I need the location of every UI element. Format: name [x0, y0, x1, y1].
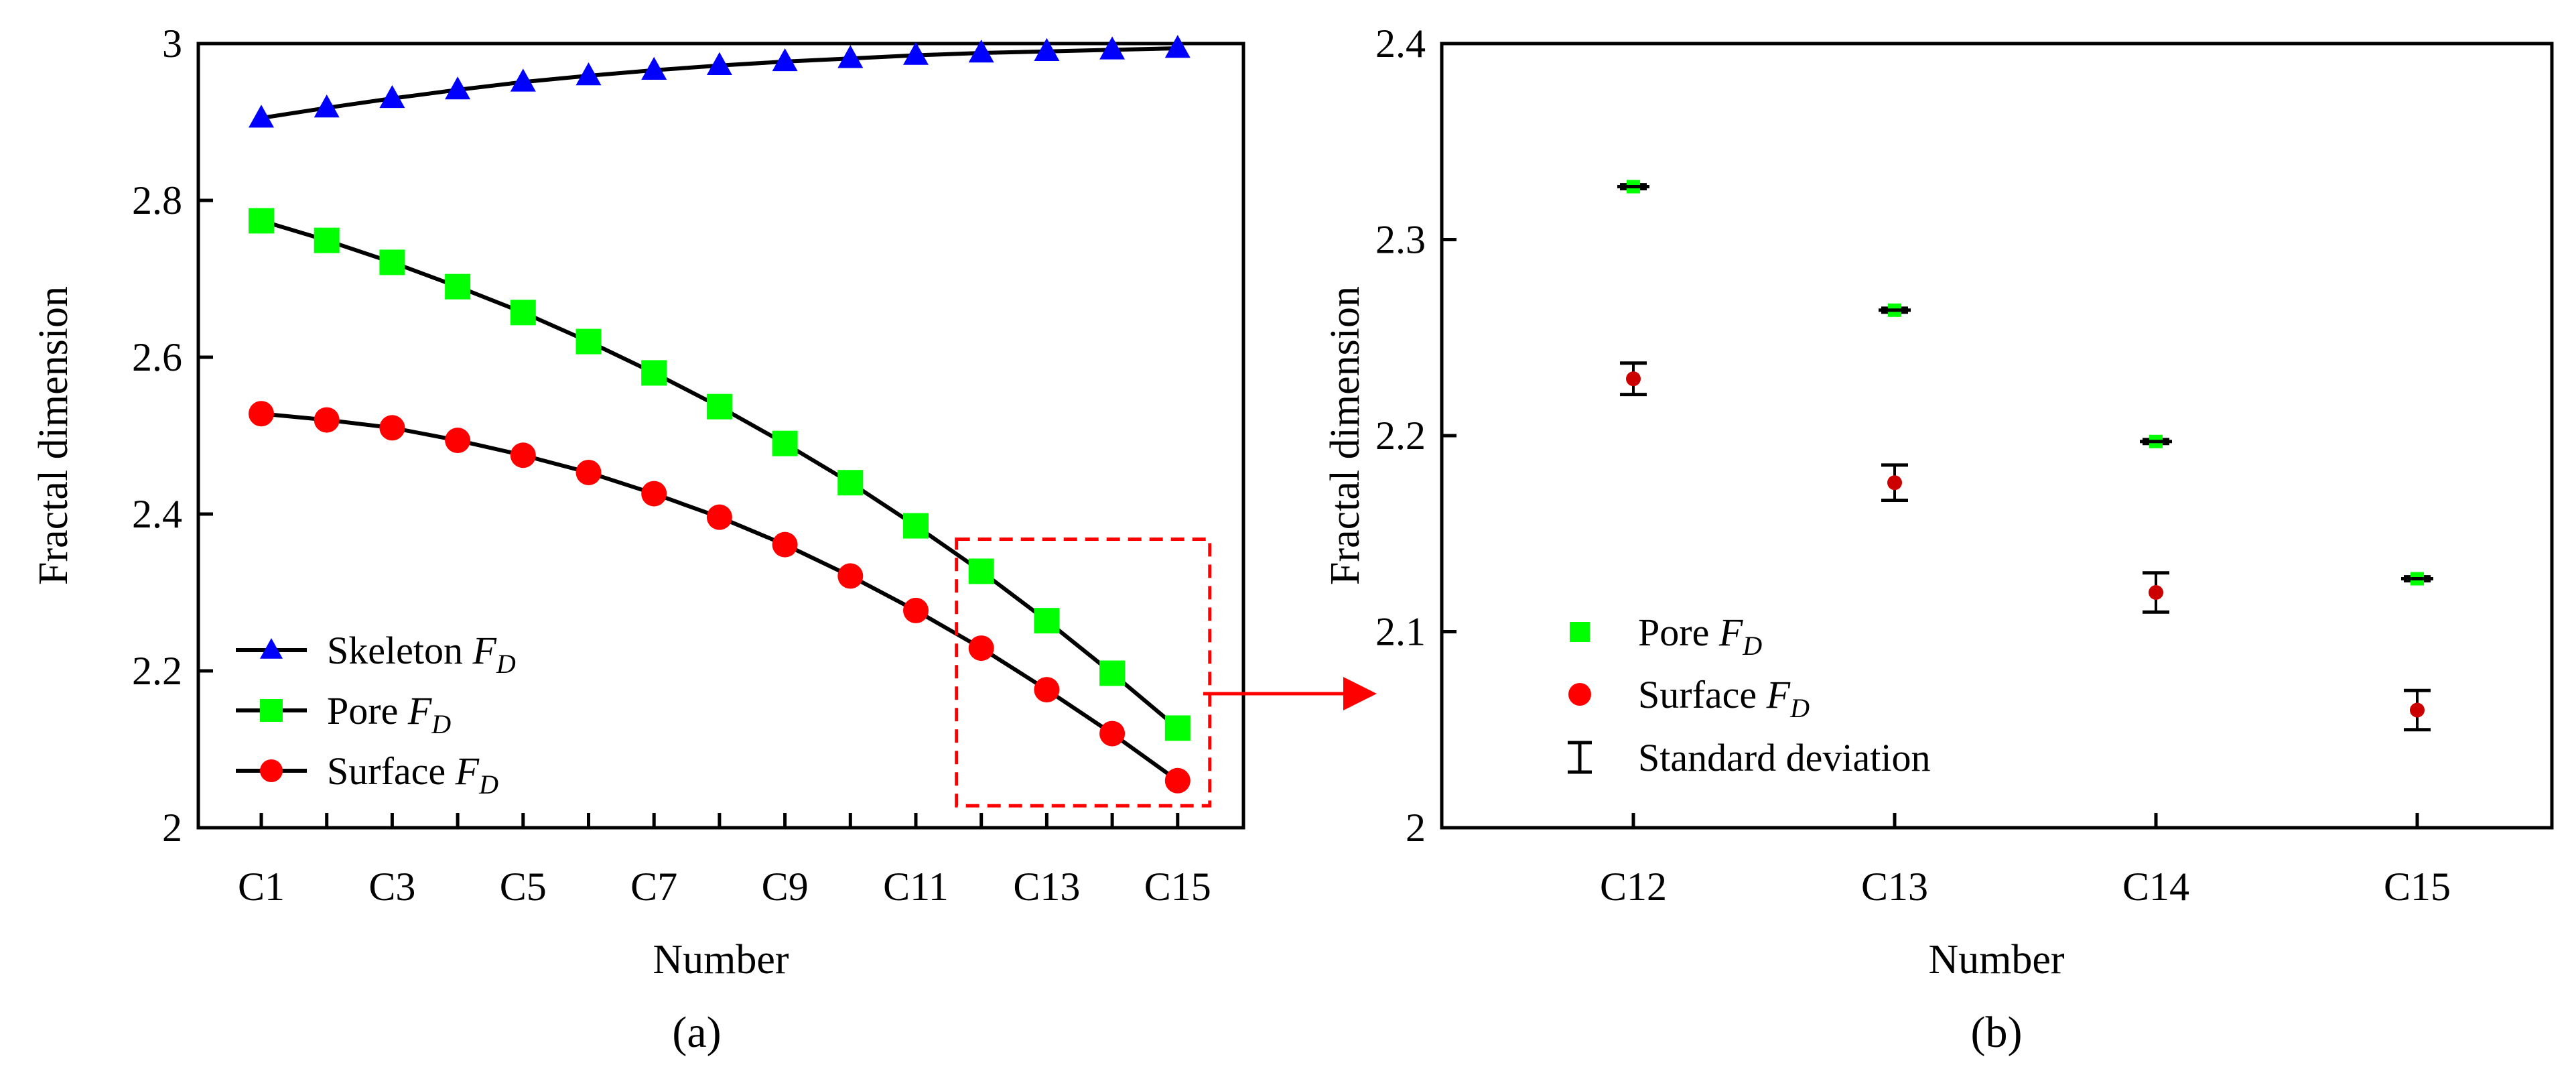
panel-a-x-tick-label: C15 [1144, 865, 1211, 909]
panel-b-point-surface [1626, 371, 1641, 387]
panel-a-point-surface [510, 442, 536, 468]
panel-a-y-tick-label: 2 [162, 806, 182, 850]
panel-b-y-tick-label: 2.3 [1375, 218, 1426, 262]
panel-a-point-skeleton [903, 42, 929, 65]
panel-a-point-pore [445, 273, 471, 300]
panel-a-point-surface [837, 563, 864, 589]
panel-b-y-axis-label: Fractal dimension [1323, 286, 1368, 585]
panel-a-point-pore [772, 430, 798, 456]
panel-a-point-pore [379, 249, 405, 275]
panel-b-point-surface [1887, 475, 1902, 491]
panel-a-point-skeleton [575, 62, 602, 86]
panel-a-y-tick-label: 2.4 [132, 492, 182, 536]
panel-a: 2 2.2 2.4 2.6 2.8 3 C1 C3 C5 C7 C9 C11 C13 C15 Fracta… [31, 21, 1245, 1057]
panel-a-y-tick-label: 2.6 [132, 335, 182, 379]
legend-b-label-pore: Pore FD [1638, 611, 1762, 661]
panel-a-point-surface [445, 428, 471, 454]
legend-label-skeleton: Skeleton FD [327, 629, 516, 679]
panel-a-point-surface [314, 407, 340, 433]
panel-a-point-pore [249, 208, 274, 234]
panel-a-x-tick-label: C3 [368, 865, 415, 909]
panel-b-y-tick-label: 2.2 [1375, 414, 1426, 458]
panel-a-y-axis-label: Fractal dimension [31, 286, 76, 585]
panel-b-y-tick-label: 2.4 [1375, 21, 1426, 66]
zoom-region-box [955, 537, 1212, 808]
panel-a-point-skeleton [314, 94, 340, 118]
panel-a-point-skeleton [249, 105, 274, 128]
panel-a-point-skeleton [706, 52, 732, 76]
panel-a-point-pore [1099, 660, 1126, 686]
panel-a-point-skeleton [379, 84, 405, 109]
panel-b-x-tick-label: C13 [1861, 865, 1928, 909]
panel-a-point-surface [575, 459, 602, 485]
caption-a: (a) [672, 1008, 721, 1057]
panel-a-y-tick-label: 3 [162, 21, 182, 66]
legend-b-label-std: Standard deviation [1638, 736, 1931, 779]
panel-a-point-skeleton [641, 56, 667, 80]
panel-a-point-pore [1164, 715, 1191, 741]
panel-b-x-tick-label: C15 [2384, 865, 2451, 909]
panel-a-point-surface [903, 597, 929, 623]
panel-a-point-skeleton [772, 48, 798, 72]
caption-b: (b) [1971, 1008, 2023, 1057]
legend-label-surface: Surface FD [327, 749, 498, 800]
panel-a-point-pore [903, 513, 929, 539]
panel-a-point-skeleton [1034, 38, 1060, 61]
panel-a-x-tick-label: C9 [762, 865, 809, 909]
legend-label-pore: Pore FD [327, 689, 451, 739]
panel-a-point-pore [837, 470, 864, 496]
panel-a-point-surface [1099, 720, 1126, 747]
panel-b-point-surface [2410, 702, 2425, 718]
legend-marker-skeleton [260, 638, 283, 659]
panel-a-point-skeleton [1164, 35, 1191, 58]
panel-a-point-surface [249, 401, 274, 427]
panel-a-point-surface [968, 635, 994, 662]
panel-b-y-tick-label: 2.1 [1375, 610, 1426, 654]
panel-a-point-surface [772, 531, 798, 558]
panel-a-x-axis-label: Number [653, 937, 789, 983]
panel-a-point-skeleton [445, 76, 471, 100]
panel-a-point-surface [1164, 767, 1191, 794]
panel-a-point-skeleton [837, 45, 864, 68]
panel-a-point-pore [968, 558, 994, 584]
legend-b-marker-surface [1568, 683, 1591, 706]
panel-a-point-surface [706, 504, 732, 530]
panel-a-point-skeleton [1099, 36, 1126, 60]
panel-a-y-tick-label: 2.8 [132, 178, 182, 223]
panel-a-x-tick-label: C5 [500, 865, 547, 909]
panel-a-x-tick-label: C13 [1013, 865, 1080, 909]
panel-b-legend: Pore FD Surface FD Standard deviation [1568, 611, 1931, 779]
panel-a-point-surface [379, 415, 405, 441]
panel-a-point-skeleton [510, 68, 536, 92]
legend-marker-pore [260, 699, 283, 722]
panel-a-point-pore [706, 393, 732, 420]
panel-a-x-tick-label: C1 [238, 865, 285, 909]
legend-marker-surface [260, 759, 283, 782]
panel-a-point-pore [1034, 608, 1060, 634]
panel-a-point-skeleton [968, 40, 994, 63]
panel-b-y-tick-label: 2 [1406, 806, 1426, 850]
panel-b-frame [1440, 42, 2554, 830]
panel-b-x-axis-label: Number [1928, 937, 2065, 983]
panel-a-point-pore [575, 328, 602, 355]
panel-a-y-tick-label: 2.2 [132, 649, 182, 693]
panel-a-legend: Skeleton FD Pore FD Surface FD [236, 629, 516, 800]
panel-a-point-pore [510, 300, 536, 326]
legend-b-label-surface: Surface FD [1638, 673, 1810, 723]
panel-a-point-surface [641, 481, 667, 507]
panel-a-x-tick-label: C7 [630, 865, 677, 909]
panel-a-point-pore [314, 227, 340, 253]
panel-b-x-tick-label: C12 [1600, 865, 1667, 909]
panel-a-point-surface [1034, 677, 1060, 703]
panel-a-x-tick-label: C11 [883, 865, 949, 909]
panel-b: 2 2.1 2.2 2.3 2.4 C12 C13 C14 C15 Fractal dimens… [1323, 21, 2554, 1057]
panel-b-x-tick-label: C14 [2122, 865, 2189, 909]
legend-b-marker-pore [1570, 622, 1590, 642]
panel-a-point-pore [641, 360, 667, 386]
panel-b-point-surface [2149, 585, 2163, 600]
